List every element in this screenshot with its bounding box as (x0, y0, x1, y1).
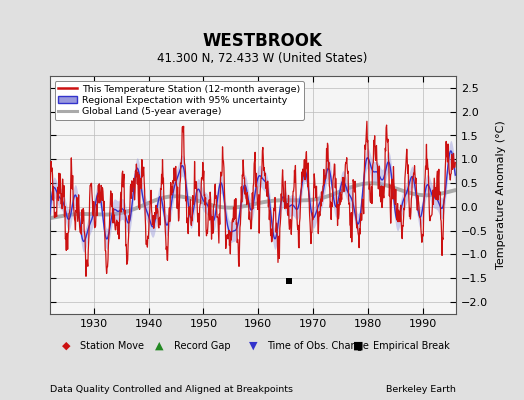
Legend: This Temperature Station (12-month average), Regional Expectation with 95% uncer: This Temperature Station (12-month avera… (54, 81, 304, 120)
Text: ▼: ▼ (248, 341, 257, 351)
Text: Berkeley Earth: Berkeley Earth (386, 385, 456, 394)
Text: Station Move: Station Move (80, 341, 144, 351)
Text: ◆: ◆ (62, 341, 70, 351)
Text: ■: ■ (353, 341, 364, 351)
Text: Data Quality Controlled and Aligned at Breakpoints: Data Quality Controlled and Aligned at B… (50, 385, 293, 394)
Text: WESTBROOK: WESTBROOK (202, 32, 322, 50)
Y-axis label: Temperature Anomaly (°C): Temperature Anomaly (°C) (496, 121, 506, 269)
Text: 41.300 N, 72.433 W (United States): 41.300 N, 72.433 W (United States) (157, 52, 367, 65)
Text: Empirical Break: Empirical Break (373, 341, 450, 351)
Text: Record Gap: Record Gap (173, 341, 230, 351)
Text: ▲: ▲ (155, 341, 163, 351)
Text: Time of Obs. Change: Time of Obs. Change (267, 341, 369, 351)
